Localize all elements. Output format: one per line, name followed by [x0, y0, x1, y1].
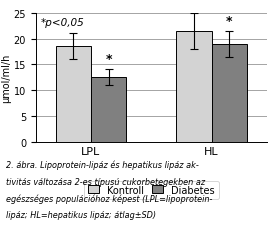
Text: *p<0,05: *p<0,05 [40, 18, 84, 27]
Text: egészséges populációhoz képest (LPL=lipoprotein-: egészséges populációhoz képest (LPL=lipo… [6, 193, 212, 203]
Bar [91, 78, 126, 142]
Bar [176, 32, 211, 142]
Text: *: * [226, 15, 232, 27]
Bar [211, 44, 247, 142]
Text: lipáz; HL=hepatikus lipáz; átlag±SD): lipáz; HL=hepatikus lipáz; átlag±SD) [6, 210, 155, 219]
Text: 2. ábra. Lipoprotein-lipáz és hepatikus lipáz ak-: 2. ábra. Lipoprotein-lipáz és hepatikus … [6, 160, 198, 170]
Text: tivitás változása 2-es típusú cukorbetegekben az: tivitás változása 2-es típusú cukorbeteg… [6, 177, 205, 186]
Legend: Kontroll, Diabetes: Kontroll, Diabetes [84, 181, 219, 199]
Bar [56, 47, 91, 142]
Text: *: * [105, 53, 112, 66]
Y-axis label: μmol/ml/h: μmol/ml/h [1, 53, 11, 102]
